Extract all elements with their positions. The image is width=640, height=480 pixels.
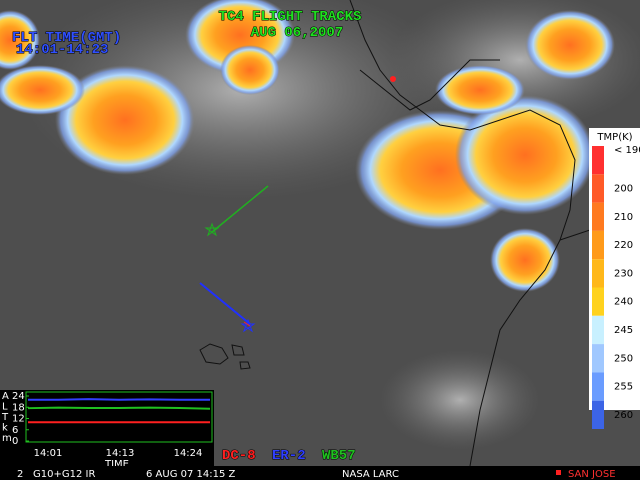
title: TC4 FLIGHT TRACKS (219, 9, 362, 25)
frame-number: 2 (17, 469, 23, 480)
wb57-aircraft (204, 222, 220, 237)
colorbar-label: 210 (614, 212, 633, 223)
altitude-line (27, 406, 211, 410)
colorbar-swatch (592, 230, 604, 260)
y-axis-letter: T (1, 412, 9, 423)
y-axis-letter: m (2, 433, 12, 444)
er2-track (199, 282, 251, 325)
legend-entry: DC-8 (222, 448, 256, 464)
timestamp: 6 AUG 07 14:15 Z (146, 469, 236, 480)
cloud-layer (0, 0, 640, 450)
x-tick-label: 14:24 (174, 448, 203, 459)
colorbar-swatch (592, 202, 604, 231)
colorbar-label: 200 (614, 183, 633, 194)
legend-entry: ER-2 (272, 448, 306, 464)
source: NASA LARC (342, 469, 399, 480)
colorbar-swatch (592, 287, 604, 316)
colorbar-title: TMP(K) (596, 132, 632, 143)
colorbar-label: 260 (614, 410, 633, 421)
y-tick-label: 6 (12, 425, 18, 436)
x-tick-label: 14:01 (34, 448, 63, 459)
colorbar: TMP(K) < 190 200 210 220 230 240 245 250 255 260 (589, 128, 640, 429)
altitude-panel-bg (0, 390, 214, 466)
altitude-frame (25, 391, 213, 443)
colorbar-label: 250 (614, 353, 633, 364)
legend: DC-8 ER-2 WB57 (222, 448, 357, 465)
status-bar (0, 466, 640, 480)
date: AUG 06,2007 (251, 25, 343, 41)
y-axis-letter: L (2, 402, 8, 413)
colorbar-swatch (592, 315, 604, 345)
x-axis-title: TIME (104, 459, 129, 470)
marker-icon (556, 470, 561, 475)
x-tick-label: 14:13 (106, 448, 135, 459)
satellite: G10+G12 IR (33, 469, 95, 480)
er2-aircraft (240, 318, 256, 333)
colorbar-label: 220 (614, 240, 633, 251)
wb57-track (211, 185, 269, 233)
city-marker (390, 76, 396, 82)
y-tick-label: 0 (12, 436, 18, 447)
y-tick-label: 24 (12, 391, 25, 402)
colorbar-swatch (592, 344, 604, 373)
colorbar-label: < 190 (614, 145, 640, 156)
y-axis-letter: A (2, 391, 9, 402)
coastlines (199, 0, 601, 467)
colorbar-swatch (592, 372, 604, 401)
colorbar-swatch (592, 259, 604, 288)
colorbar-swatch (592, 400, 604, 429)
colorbar-swatch (592, 174, 604, 203)
flight-time-label: FLT TIME(GMT) (12, 30, 121, 46)
y-tick-label: 12 (12, 414, 25, 425)
flight-time: 14:01-14:23 (16, 42, 108, 58)
y-tick-label: 18 (12, 402, 25, 413)
flight-tracks (199, 185, 269, 333)
y-axis-letter: k (2, 423, 8, 434)
altitude-line (28, 398, 210, 401)
dc8-aircraft (243, 321, 251, 327)
marker-label: SAN JOSE (568, 469, 616, 480)
colorbar-label: 240 (614, 297, 633, 308)
colorbar-label: 255 (614, 382, 633, 393)
colorbar-swatch (592, 146, 604, 175)
legend-entry: WB57 (322, 448, 356, 464)
colorbar-label: 230 (614, 268, 633, 279)
colorbar-label: 245 (614, 325, 633, 336)
